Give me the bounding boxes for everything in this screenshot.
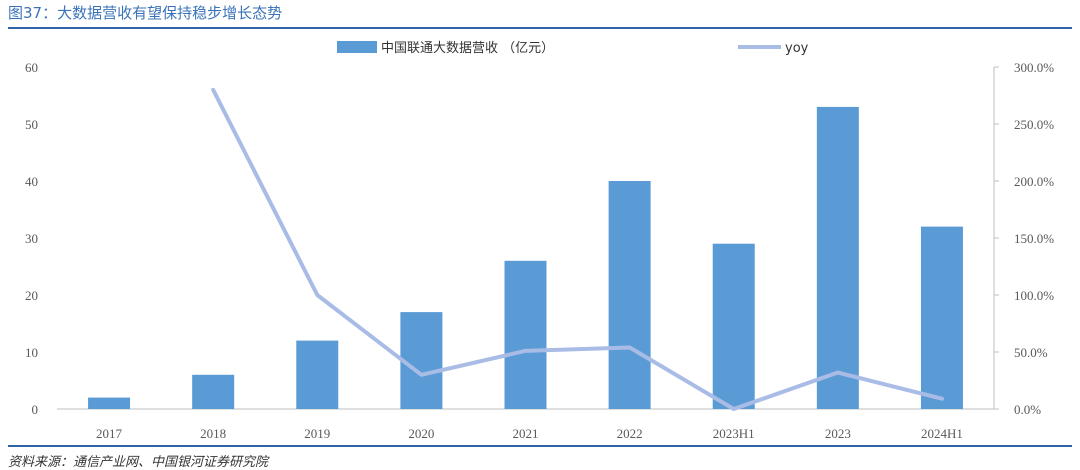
source-note: 资料来源：通信产业网、中国银河证券研究院 [8,451,268,470]
legend-bar-label: 中国联通大数据营收 （亿元） [381,41,554,56]
bar [296,341,338,409]
x-tick-label: 2022 [617,426,643,441]
bar [88,398,130,409]
x-tick-label: 2021 [513,426,539,441]
bar [505,261,547,409]
bar [400,312,442,409]
y-left-tick-label: 40 [25,174,38,189]
y-right-tick-label: 0.0% [1014,402,1041,417]
y-right-tick-label: 250.0% [1014,117,1054,132]
y-right-tick-label: 200.0% [1014,174,1054,189]
bar [713,244,755,409]
x-tick-label: 2017 [96,426,123,441]
bar [192,375,234,409]
y-left-tick-label: 0 [32,402,39,417]
x-tick-label: 2023H1 [713,426,755,441]
y-right-tick-label: 50.0% [1014,345,1048,360]
x-tick-label: 2020 [408,426,434,441]
x-tick-label: 2023 [825,426,851,441]
x-tick-label: 2024H1 [921,426,963,441]
bar-series [88,107,963,409]
y-left-tick-label: 20 [25,288,38,303]
x-tick-label: 2019 [304,426,330,441]
bar [817,107,859,409]
footer-rule [8,445,1072,447]
y-left-tick-label: 10 [25,345,38,360]
bar [921,227,963,409]
y-right-tick-label: 150.0% [1014,231,1054,246]
y-left-tick-label: 30 [25,231,38,246]
chart-legend: 中国联通大数据营收 （亿元） yoy [337,41,809,56]
y-left-tick-label: 60 [25,60,38,75]
legend-bar-swatch [337,41,377,53]
y-right-tick-label: 100.0% [1014,288,1054,303]
chart: 中国联通大数据营收 （亿元） yoy 0 10 20 30 40 50 60 0.0% 50.0%… [0,0,1080,445]
legend-line-label: yoy [785,41,809,56]
y-right-tick-label: 300.0% [1014,60,1054,75]
y-left-tick-label: 50 [25,117,38,132]
bar [609,181,651,409]
x-tick-label: 2018 [200,426,226,441]
